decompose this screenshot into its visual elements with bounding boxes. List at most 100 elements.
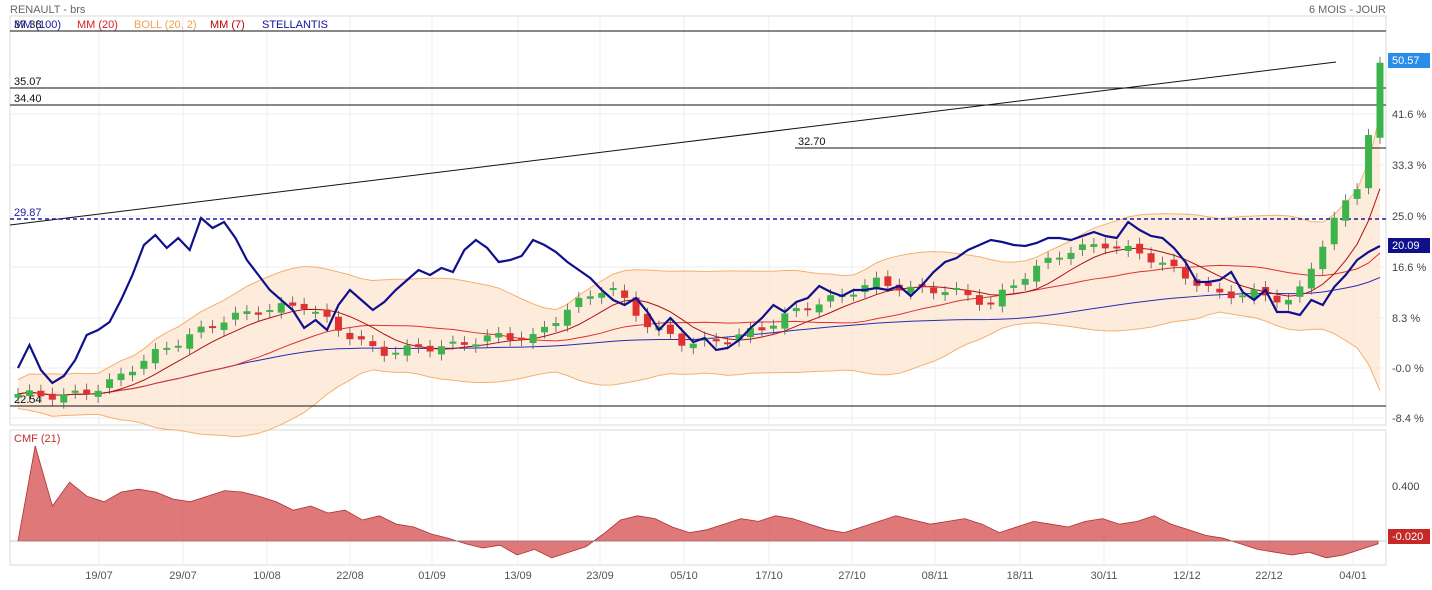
candle-body [220,322,228,330]
candle-body [987,302,995,305]
x-tick-label: 22/12 [1255,570,1283,582]
candle-body [621,290,629,298]
candle-body [735,334,743,341]
candle-body [1342,200,1350,221]
x-tick-label: 12/12 [1173,570,1201,582]
candle-body [163,347,171,350]
stellantis-last-label: 20.09 [1392,240,1420,252]
level-label: 29.87 [14,207,42,219]
x-tick-label: 18/11 [1007,570,1034,582]
candle-body [300,303,308,309]
candle-body [884,276,892,286]
candle-body [850,294,858,297]
candle-body [106,379,114,389]
right-axis-label: 16.6 % [1392,262,1426,274]
candle-body [1204,283,1212,286]
candle-body [449,341,457,344]
candle-body [907,286,915,294]
candle-body [872,277,880,289]
legend: MM (100) MM (20) BOLL (20, 2) MM (7) STELLAN… [14,19,328,31]
cmf-last-tag [1388,529,1430,544]
candle-body [609,288,617,291]
candle-body [60,394,68,403]
candle-body [48,393,56,400]
cmf-area [10,445,1386,559]
x-tick-label: 19/07 [85,570,113,582]
level-label: 32.70 [798,136,826,148]
legend-item: MM (20) [77,19,118,31]
candle-body [140,360,148,369]
candle-body [426,345,434,352]
candle-body [1056,257,1064,260]
candle-body [483,335,491,342]
candle-body [1101,243,1109,249]
right-axis-label: -8.4 % [1392,413,1424,425]
candle-body [975,295,983,305]
candle-body [254,312,262,315]
candle-body [437,346,445,355]
candle-body [415,344,423,348]
candle-body [1010,285,1018,288]
candle-body [243,311,251,315]
cmf-area-fill [17,445,1379,559]
candle-body [895,284,903,291]
trendline-line [9,61,1337,226]
overlap-label: 37.38 [14,19,42,31]
candle-body [460,342,468,345]
right-axis-label: 8.3 % [1392,313,1420,325]
stellantis-tag [1388,238,1430,253]
candle-body [209,326,217,329]
candle-body [472,344,480,347]
bollinger-fill [18,115,1380,437]
candle-body [930,287,938,294]
candle-body [1239,295,1247,298]
candle-body [643,313,651,328]
right-axis-label: 25.0 % [1392,211,1426,223]
candle-body [1067,252,1075,259]
candle-body [231,312,239,320]
candle-body [1044,257,1052,263]
candle-body [1319,246,1327,270]
legend-item: STELLANTIS [262,19,328,31]
candle-body [1227,291,1235,299]
candle-body [334,316,342,331]
x-tick-label: 22/08 [336,570,364,582]
candle-body [666,324,674,334]
x-tick-label: 17/10 [755,570,783,582]
bollinger-band [17,115,1381,438]
candle-body [998,289,1006,307]
candle-body [71,390,79,393]
legend-item: BOLL (20, 2) [134,19,197,31]
candle-body [14,394,22,398]
candle-body [380,346,388,356]
candle-body [678,333,686,346]
candle-body [518,337,526,341]
cmf-title: CMF (21) [14,433,60,445]
level-label: 35.07 [14,76,42,88]
period-label: 6 MOIS - JOUR [1309,4,1386,16]
candle-body [804,308,812,311]
x-tick-label: 08/11 [922,570,949,582]
x-tick-label: 29/07 [169,570,197,582]
candle-body [1136,243,1144,254]
right-axis-label: 33.3 % [1392,160,1426,172]
x-tick-label: 23/09 [586,570,614,582]
candle-body [1376,62,1384,138]
candle-body [1250,289,1258,299]
candle-body [861,285,869,293]
x-axis: 19/07 29/07 10/08 22/08 01/09 13/09 23/09 05/10… [85,570,1367,582]
x-tick-label: 13/09 [504,570,532,582]
candle-body [94,390,102,397]
candle-body [1090,244,1098,247]
candle-body [312,311,320,314]
cmf-last-label: -0.020 [1392,531,1423,543]
candle-body [1284,299,1292,305]
bollinger-upper [17,115,1381,380]
candle-body [1273,295,1281,303]
candle-body [552,322,560,327]
candle-body [724,342,732,345]
candle-body [575,297,583,307]
stellantis-polyline [17,216,1381,385]
candle-body [1353,189,1361,199]
